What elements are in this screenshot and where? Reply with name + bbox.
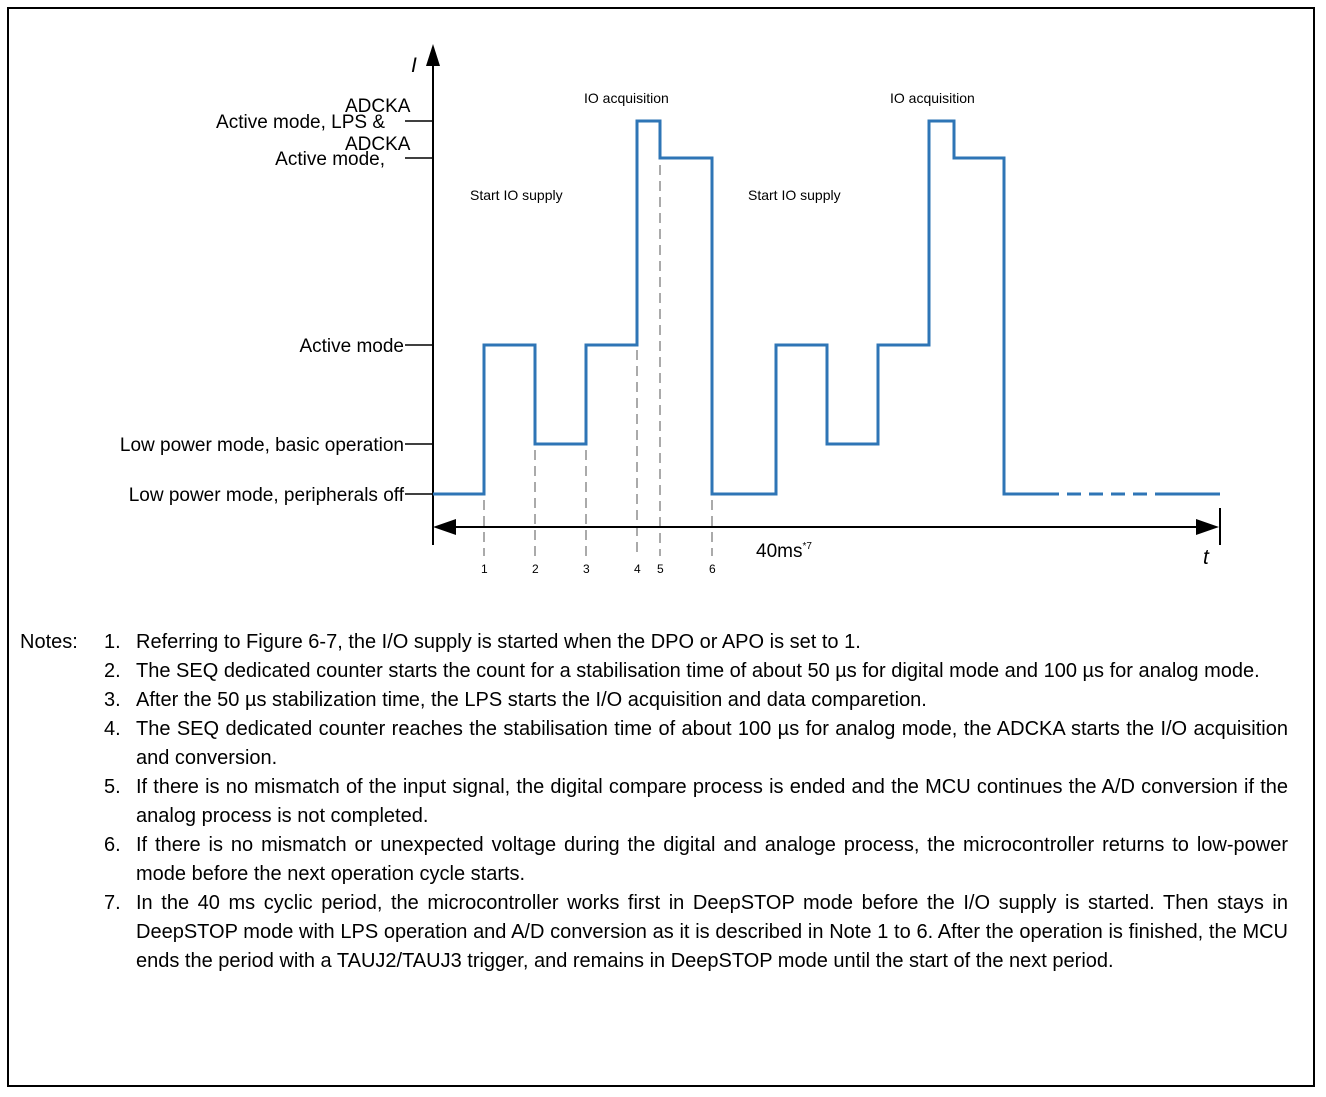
x-axis-name: t — [1203, 546, 1210, 569]
note-text: The SEQ dedicated counter reaches the st… — [136, 718, 1288, 769]
note-indent — [20, 773, 104, 831]
note-number: 7. — [104, 892, 121, 914]
note-indent — [20, 686, 104, 715]
note-text: If there is no mismatch or unexpected vo… — [136, 834, 1288, 885]
period-arrow-right — [1196, 519, 1219, 535]
note-text: In the 40 ms cyclic period, the microcon… — [136, 892, 1288, 972]
note-number: 2. — [104, 660, 121, 682]
level-overlay-active-adc: ADCKA — [345, 134, 411, 155]
note-number: 1. — [104, 631, 121, 653]
note-item: 7. In the 40 ms cyclic period, the microc… — [20, 889, 1300, 976]
marker-3: 3 — [583, 562, 590, 576]
note-number: 6. — [104, 834, 121, 856]
level-label-lp-basic: Low power mode, basic operation — [120, 435, 404, 456]
marker-5: 5 — [657, 562, 664, 576]
current-waveform — [433, 119, 1045, 496]
annotation-start-io-supply-1: Start IO supply — [470, 187, 563, 203]
period-arrow-left — [433, 519, 456, 535]
note-indent — [20, 657, 104, 686]
note-number: 4. — [104, 718, 121, 740]
note-number: 5. — [104, 776, 121, 798]
note-text: The SEQ dedicated counter starts the cou… — [136, 660, 1260, 682]
note-indent — [20, 889, 104, 976]
marker-1: 1 — [481, 562, 488, 576]
note-number: 3. — [104, 689, 121, 711]
period-label: 40ms*7 — [756, 541, 812, 562]
marker-4: 4 — [634, 562, 641, 576]
marker-6: 6 — [709, 562, 716, 576]
y-axis-arrowhead — [426, 44, 440, 66]
level-label-lp-off: Low power mode, peripherals off — [129, 485, 405, 506]
timing-diagram: I Active mode, LPS & ADCKA Active mode, … — [120, 44, 1221, 576]
note-indent — [20, 715, 104, 773]
annotation-io-acquisition-1: IO acquisition — [584, 90, 669, 106]
annotation-start-io-supply-2: Start IO supply — [748, 187, 841, 203]
note-text: Referring to Figure 6-7, the I/O supply … — [136, 631, 861, 653]
note-item: 2. The SEQ dedicated counter starts the c… — [20, 657, 1300, 686]
note-item: 3. After the 50 µs stabilization time, th… — [20, 686, 1300, 715]
note-item: 4. The SEQ dedicated counter reaches the … — [20, 715, 1300, 773]
note-item: 6. If there is no mismatch or unexpected… — [20, 831, 1300, 889]
note-indent — [20, 831, 104, 889]
note-item: Notes: 1. Referring to Figure 6-7, the I/O… — [20, 628, 1300, 657]
note-text: If there is no mismatch of the input sig… — [136, 776, 1288, 827]
note-text: After the 50 µs stabilization time, the … — [136, 689, 927, 711]
level-label-active-lps-adc: Active mode, LPS & — [216, 112, 385, 133]
level-label-active-adc: Active mode, — [275, 149, 385, 170]
level-overlay-active-lps-adc: ADCKA — [345, 96, 411, 117]
level-label-active: Active mode — [299, 336, 404, 357]
annotation-io-acquisition-2: IO acquisition — [890, 90, 975, 106]
notes-section: Notes: 1. Referring to Figure 6-7, the I/O… — [20, 628, 1300, 976]
note-item: 5. If there is no mismatch of the input s… — [20, 773, 1300, 831]
figure-frame — [7, 7, 1315, 1087]
marker-2: 2 — [532, 562, 539, 576]
y-axis-name: I — [411, 54, 417, 77]
notes-prefix: Notes: — [20, 631, 78, 653]
